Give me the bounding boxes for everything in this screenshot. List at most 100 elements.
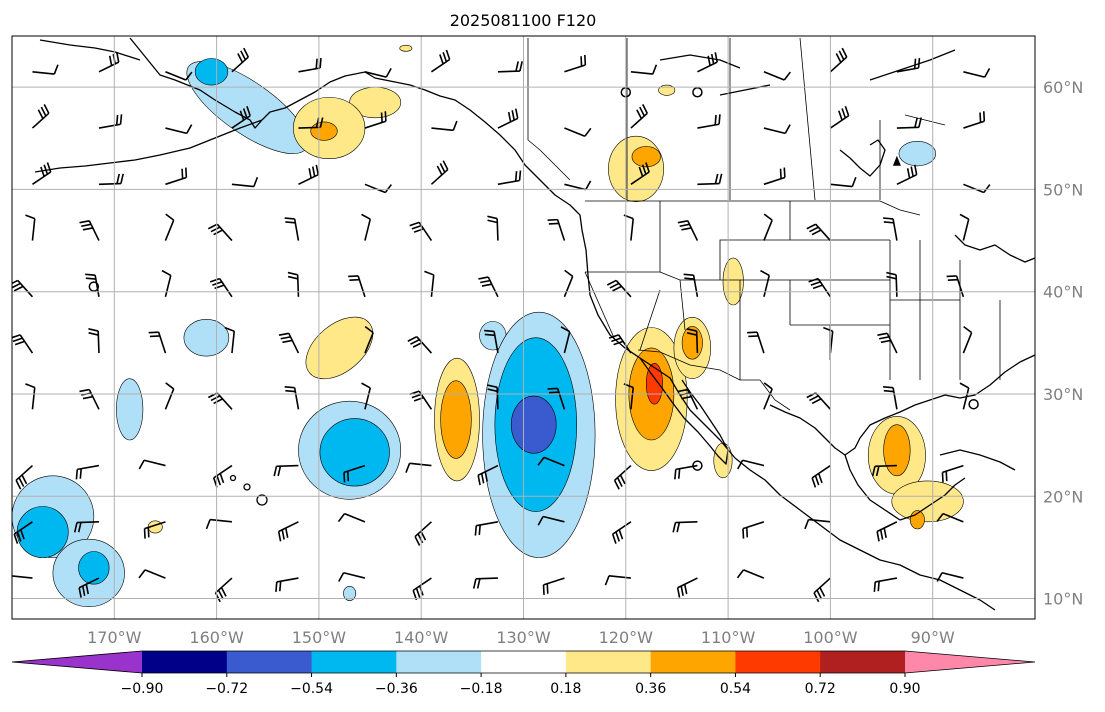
wind-barb [161,269,172,298]
wind-barb [98,52,120,73]
colorbar-bin [820,651,906,673]
wind-barb [763,124,791,135]
wind-barb [497,108,519,129]
contour-region [399,44,413,52]
contour-region [183,319,230,357]
colorbar-bin [142,651,228,673]
wind-barb [936,512,964,523]
gulf-of-mexico-coast [769,354,1035,456]
wind-barb [697,52,718,73]
wind-barb [564,127,592,138]
wind-barb [497,170,522,186]
wind-barb [231,106,251,129]
graticule [12,36,1035,619]
hudson-bay-coast [839,139,886,177]
wind-barb [148,331,167,354]
latitude-tick-label: 30°N [1043,385,1083,404]
wind-barb [871,464,897,477]
wind-barb [542,577,565,595]
longitude-tick-label: 110°W [701,628,756,647]
wind-barb [224,326,236,354]
longitude-tick-labels: 170°W 160°W 150°W 140°W 130°W 120°W 110°W 100°W… [87,628,955,647]
pressure-center-marker [892,155,901,166]
us-mexico-border [637,349,791,411]
contour-region [440,380,472,459]
colorbar-tick-label: −0.18 [460,681,503,697]
contour-region [608,135,664,202]
wind-barb [13,521,33,544]
wind-barb [806,223,831,242]
wind-barb [547,387,566,410]
wind-barb [165,167,188,186]
contour-region [310,121,338,141]
colorbar: −0.90 −0.72 −0.54 −0.36 −0.18 0.18 0.36 0.54 0.7… [11,650,1036,697]
contour-region [78,551,110,585]
wind-barb [405,462,432,473]
colorbar-bin [650,651,736,673]
calm-wind-marker [88,281,100,292]
wind-barb [877,332,898,354]
wind-barb [12,575,33,579]
contour-region [681,326,703,360]
colorbar-tick-label: −0.90 [121,681,164,697]
wind-barb [207,392,233,410]
wind-barb [205,518,233,530]
longitude-tick-label: 160°W [189,628,244,647]
wind-barb [829,47,848,73]
wind-barb [424,270,435,297]
wind-barb [364,326,374,354]
calm-wind-marker [968,398,979,410]
baja-peninsula-coast [639,357,729,465]
wind-barb [231,47,250,73]
wind-barb [604,574,631,586]
wind-barb [287,271,300,297]
wind-barb [165,71,193,81]
yucatan-coast [844,454,966,521]
cuba-coast [939,449,1016,471]
wind-barb [75,464,100,480]
contour-region [305,316,374,380]
wind-barb [25,383,36,410]
wind-barb [896,164,918,186]
latitude-tick-label: 20°N [1043,487,1083,506]
contour-region [658,84,676,96]
wind-barb [811,464,831,488]
colorbar-tick-label: 0.54 [720,681,751,697]
wind-barb [606,279,632,298]
wind-barb [431,120,458,132]
great-lakes-coast [954,234,1035,263]
wind-barb [430,49,451,73]
wind-barb [804,518,831,530]
wind-barb [946,275,965,298]
wind-barb [962,326,973,354]
wind-barb [15,464,33,490]
colorbar-under-extension [12,651,142,673]
colorbar-tick-label: −0.36 [375,681,418,697]
wind-barb [25,214,36,241]
latitude-tick-label: 40°N [1043,283,1083,302]
wind-barb [364,111,387,129]
island-hawaii-oahu [229,474,237,482]
calm-wind-marker [692,460,703,471]
contour-region [631,146,661,168]
wind-barb [813,577,831,603]
wind-barb [876,521,898,542]
wind-barb [79,220,100,241]
contour-region [883,424,911,477]
alaska-peninsula-coast [34,119,263,173]
coastlines [34,37,1035,611]
wind-barb [430,160,449,185]
latitude-tick-labels: 10°N 20°N 30°N 40°N 50°N 60°N [1043,78,1083,608]
wind-barb [364,67,392,78]
map-panel [11,35,1036,620]
colorbar-bin [735,651,821,673]
contour-region [343,585,357,601]
wind-barb [760,269,771,298]
longitude-tick-label: 100°W [803,628,858,647]
wind-barb [737,459,765,470]
wind-barb [487,215,499,241]
wind-barb [98,114,123,129]
wind-barb [963,111,986,129]
wind-barb [73,521,99,533]
wind-barb [674,464,698,480]
